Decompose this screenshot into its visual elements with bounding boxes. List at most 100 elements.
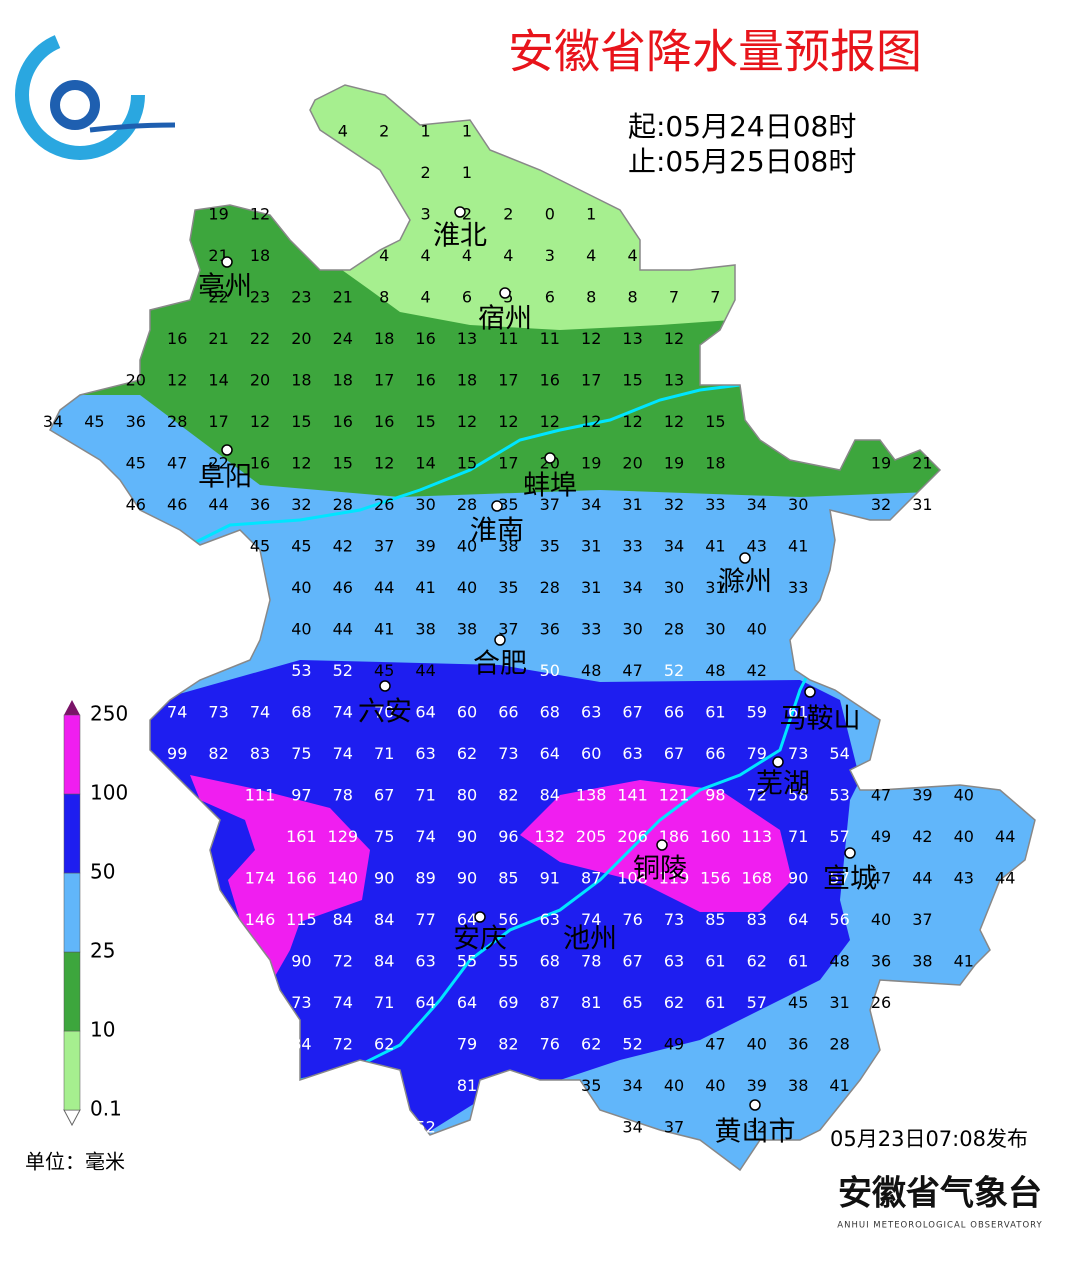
rain-value: 55 (457, 952, 477, 971)
rain-value: 30 (788, 495, 808, 514)
rain-value: 23 (291, 288, 311, 307)
rain-value: 2 (462, 205, 472, 224)
rain-value: 12 (581, 412, 601, 431)
city-label: 宿州 (478, 304, 532, 335)
rain-value: 91 (540, 869, 560, 888)
rain-value: 15 (622, 371, 642, 390)
rain-value: 21 (208, 329, 228, 348)
rain-value: 160 (700, 827, 731, 846)
rain-value: 47 (871, 786, 891, 805)
rain-value: 35 (540, 537, 560, 556)
rain-value: 38 (912, 952, 932, 971)
rain-value: 17 (374, 371, 394, 390)
rain-value: 73 (664, 910, 684, 929)
rain-value: 34 (747, 495, 767, 514)
rain-value: 62 (747, 952, 767, 971)
rain-value: 73 (291, 993, 311, 1012)
rain-value: 75 (374, 827, 394, 846)
rain-value: 31 (705, 578, 725, 597)
rain-value: 78 (581, 952, 601, 971)
rain-value: 18 (705, 454, 725, 473)
rain-value: 20 (622, 454, 642, 473)
rain-value: 19 (581, 454, 601, 473)
yangtze-river (299, 659, 817, 1082)
rain-value: 31 (622, 495, 642, 514)
rain-value: 46 (333, 578, 353, 597)
rain-value: 174 (245, 869, 276, 888)
rain-value: 40 (291, 620, 311, 639)
rain-value: 52 (622, 1035, 642, 1054)
rain-value: 7 (669, 288, 679, 307)
rain-value: 49 (664, 1035, 684, 1054)
rain-value: 12 (374, 454, 394, 473)
rain-value: 40 (664, 1076, 684, 1095)
rain-value: 18 (374, 329, 394, 348)
legend-label: 100 (90, 781, 128, 805)
city-label: 阜阳 (198, 462, 252, 493)
rain-value: 12 (581, 329, 601, 348)
rain-value: 108 (617, 869, 648, 888)
logo-ring (15, 30, 145, 160)
rain-value: 61 (705, 993, 725, 1012)
rain-value: 115 (286, 910, 317, 929)
rain-value: 40 (457, 578, 477, 597)
rain-value: 20 (291, 329, 311, 348)
city-label: 芜湖 (756, 769, 810, 800)
city-dot (804, 686, 816, 698)
rain-value: 83 (747, 910, 767, 929)
rain-value: 39 (747, 1076, 767, 1095)
rain-value: 15 (333, 454, 353, 473)
rain-value: 33 (622, 537, 642, 556)
legend-label: 10 (90, 1018, 115, 1042)
rain-value: 87 (540, 993, 560, 1012)
city-label: 滁州 (718, 567, 772, 598)
rain-value: 48 (705, 661, 725, 680)
rain-value: 40 (954, 827, 974, 846)
rain-value: 12 (291, 454, 311, 473)
rain-value: 16 (333, 412, 353, 431)
rain-value: 53 (291, 661, 311, 680)
rain-value: 58 (788, 786, 808, 805)
city-dot (494, 634, 506, 646)
rain-value: 77 (415, 910, 435, 929)
rain-value: 82 (498, 786, 518, 805)
rain-value: 62 (457, 744, 477, 763)
rain-value: 72 (333, 1035, 353, 1054)
rain-value: 87 (581, 869, 601, 888)
rain-value: 168 (742, 869, 773, 888)
rain-value: 4 (586, 246, 596, 265)
city-dot (544, 452, 556, 464)
rain-value: 70 (374, 703, 394, 722)
rain-value: 57 (747, 993, 767, 1012)
rain-value: 14 (415, 454, 435, 473)
rain-value: 35 (498, 495, 518, 514)
rain-value: 12 (664, 412, 684, 431)
rain-value: 52 (333, 661, 353, 680)
rain-value: 18 (333, 371, 353, 390)
rain-value: 63 (581, 703, 601, 722)
rain-value: 45 (374, 661, 394, 680)
title: 安徽省降水量预报图 (508, 25, 922, 79)
rain-value: 12 (498, 412, 518, 431)
rain-value: 56 (829, 910, 849, 929)
rain-value: 75 (291, 744, 311, 763)
rain-value: 17 (498, 454, 518, 473)
rain-value: 23 (250, 288, 270, 307)
city-label: 合肥 (473, 649, 527, 680)
rain-value: 38 (498, 537, 518, 556)
rain-value: 83 (250, 744, 270, 763)
rain-value: 84 (374, 952, 394, 971)
rain-value: 71 (415, 786, 435, 805)
city-dot (749, 1099, 761, 1111)
rain-value: 81 (581, 993, 601, 1012)
rain-value: 22 (250, 329, 270, 348)
rain-value: 38 (415, 620, 435, 639)
rain-value: 64 (415, 993, 435, 1012)
rain-value: 38 (788, 1076, 808, 1095)
rain-value: 34 (43, 412, 63, 431)
rain-value: 67 (498, 1076, 518, 1095)
rain-value: 47 (871, 869, 891, 888)
legend-swatch (63, 793, 81, 874)
rain-value: 79 (457, 1035, 477, 1054)
rain-value: 41 (829, 1076, 849, 1095)
